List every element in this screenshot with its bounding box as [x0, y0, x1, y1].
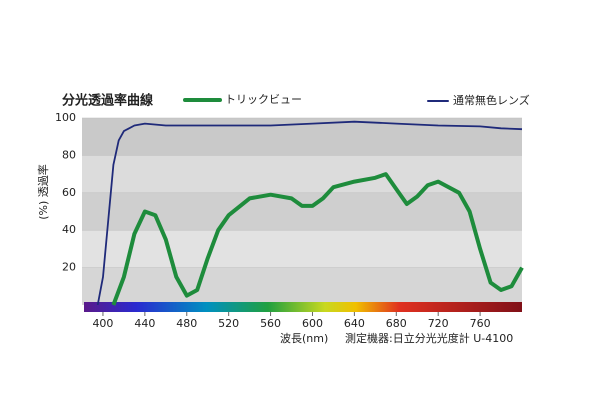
series-line: [96, 120, 523, 306]
note: 測定機器:日立分光光度計 U-4100: [345, 331, 513, 345]
spectrum-bar: [84, 302, 522, 312]
x-tick-label: 400: [92, 317, 113, 330]
band: [82, 192, 522, 231]
x-tick-label: 680: [386, 317, 407, 330]
x-tick-label: 600: [302, 317, 323, 330]
x-tick-label: 760: [470, 317, 491, 330]
band: [82, 230, 522, 268]
x-tick-label: 720: [428, 317, 449, 330]
y-axis-label: (%) 透過率: [36, 164, 50, 220]
x-tick-label: 480: [176, 317, 197, 330]
band: [82, 155, 522, 193]
y-tick-label: 80: [62, 148, 76, 161]
band: [82, 267, 522, 305]
x-tick-label: 560: [260, 317, 281, 330]
x-tick-label: 520: [218, 317, 239, 330]
series-line: [111, 172, 524, 306]
background-bands: [82, 118, 522, 305]
x-tick-label: 440: [134, 317, 155, 330]
legend-label: トリックビュー: [225, 93, 302, 106]
y-tick-label: 60: [62, 186, 76, 199]
legend-label: 通常無色レンズ: [453, 93, 530, 107]
x-tick-label: 640: [344, 317, 365, 330]
y-tick-label: 40: [62, 223, 76, 236]
y-tick-label: 100: [55, 111, 76, 124]
x-axis-label: 波長(nm): [280, 332, 328, 345]
chart-title: 分光透過率曲線: [62, 93, 154, 109]
y-tick-label: 20: [62, 261, 76, 274]
